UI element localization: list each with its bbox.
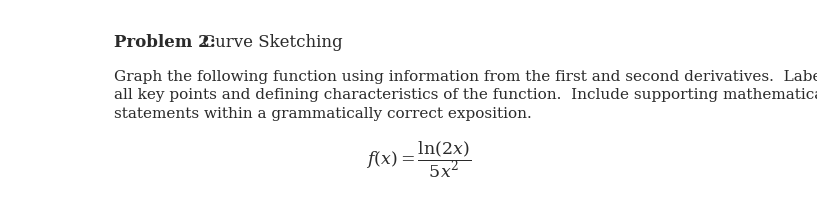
Text: Problem 2:: Problem 2:	[114, 34, 216, 51]
Text: Graph the following function using information from the first and second derivat: Graph the following function using infor…	[114, 70, 817, 121]
Text: $f(x) = \dfrac{\ln(2x)}{5x^2}$: $f(x) = \dfrac{\ln(2x)}{5x^2}$	[366, 140, 471, 180]
Text: Curve Sketching: Curve Sketching	[193, 34, 343, 51]
